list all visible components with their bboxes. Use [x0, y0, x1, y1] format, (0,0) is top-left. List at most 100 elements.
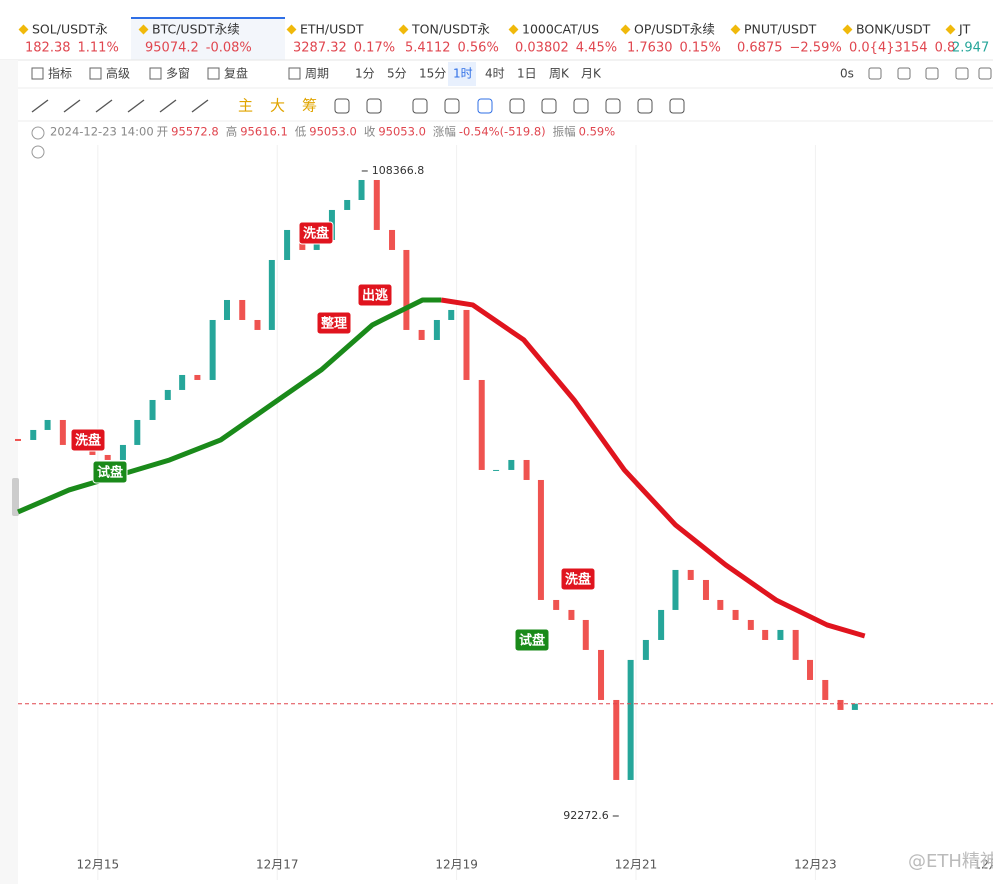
toolbar-icon[interactable]	[978, 67, 992, 80]
toolbar-button[interactable]: 高级	[106, 66, 130, 81]
toolbar-button[interactable]: 指标	[48, 66, 72, 81]
toolbar-icon[interactable]	[925, 67, 939, 80]
draw-tool[interactable]	[605, 98, 621, 114]
tab-change: 1.11%	[78, 41, 119, 56]
annotation-bg	[514, 628, 550, 652]
candle	[179, 374, 186, 390]
x-tick-label: 12月17	[256, 858, 299, 872]
moving-average	[440, 297, 866, 639]
collapse-icon[interactable]	[31, 126, 45, 140]
tab-price: 95074.2	[145, 41, 199, 56]
candle	[717, 599, 724, 610]
period-button[interactable]: 1分	[355, 67, 375, 81]
tab-price: 0.03802	[515, 41, 569, 56]
candle	[568, 609, 575, 620]
tab-symbol[interactable]: 1000CAT/US	[522, 22, 599, 37]
tab-icon[interactable]	[730, 24, 741, 35]
draw-tool[interactable]	[63, 99, 81, 113]
period-button[interactable]: 5分	[387, 67, 407, 81]
tab-symbol[interactable]: OP/USDT永续	[634, 22, 715, 37]
candle	[418, 329, 425, 340]
candle	[478, 379, 485, 470]
draw-chip[interactable]: 大	[270, 97, 285, 115]
draw-tool[interactable]	[573, 98, 589, 114]
draw-tool[interactable]	[444, 98, 460, 114]
draw-tool[interactable]	[509, 98, 525, 114]
tab-price: 1.7630	[627, 41, 673, 56]
annotation-bg	[70, 428, 106, 452]
toolbar-icon[interactable]	[288, 67, 301, 80]
period-button[interactable]: 1时	[453, 67, 473, 81]
tab-price: 182.38	[25, 41, 71, 56]
info-low-label: 低	[295, 125, 307, 139]
annotation: 洗盘	[303, 226, 329, 242]
candle	[523, 459, 530, 480]
tab-symbol[interactable]: BTC/USDT永续	[152, 22, 240, 37]
candle	[433, 319, 440, 340]
tab-change: 0.56%	[458, 41, 499, 56]
toolbar-icon[interactable]	[149, 67, 162, 80]
period-button[interactable]: 月K	[581, 67, 602, 81]
candle	[15, 438, 21, 441]
info-high-label: 高	[226, 125, 238, 139]
x-tick-label: 12月19	[435, 858, 478, 872]
tab-change: 0.17%	[354, 41, 395, 56]
toolbar-icon[interactable]	[955, 67, 969, 80]
candle	[807, 659, 814, 680]
draw-tool[interactable]	[127, 99, 145, 113]
candle	[553, 599, 560, 610]
candle	[837, 699, 844, 710]
candle	[254, 319, 261, 330]
period-button[interactable]: 4时	[485, 67, 505, 81]
draw-tool[interactable]	[669, 98, 685, 114]
toolbar-icon[interactable]	[89, 67, 102, 80]
candle	[209, 319, 216, 380]
draw-tool[interactable]	[191, 99, 209, 113]
tab-symbol[interactable]: PNUT/USDT	[744, 22, 817, 37]
extreme-label: 92272.6	[563, 809, 609, 822]
period-button[interactable]: 1日	[517, 67, 537, 81]
draw-tool[interactable]	[366, 98, 382, 114]
draw-tool[interactable]	[541, 98, 557, 114]
draw-tool[interactable]	[412, 98, 428, 114]
tab-symbol[interactable]: BONK/USDT	[856, 22, 931, 37]
period-button[interactable]: 周K	[549, 67, 570, 81]
draw-chip[interactable]: 主	[238, 97, 253, 115]
period-button[interactable]: 15分	[419, 67, 446, 81]
scroll-handle[interactable]	[12, 478, 19, 516]
toolbar-icon[interactable]	[897, 67, 911, 80]
tab-change: −2.59%	[790, 41, 842, 56]
tab-symbol[interactable]: SOL/USDT永	[32, 22, 108, 37]
draw-chip[interactable]: 筹	[302, 97, 317, 115]
draw-tool[interactable]	[95, 99, 113, 113]
tab-icon[interactable]	[138, 24, 149, 35]
info-datetime: 2024-12-23 14:00	[50, 125, 154, 139]
toolbar-icon[interactable]	[868, 67, 882, 80]
info-open: 95572.8	[171, 125, 219, 139]
tab-symbol[interactable]: TON/USDT永	[411, 22, 490, 37]
candle	[239, 299, 246, 320]
expand-icon[interactable]	[31, 145, 45, 159]
candle	[537, 479, 544, 600]
toolbar-button[interactable]: 复盘	[224, 66, 248, 81]
toolbar-icon[interactable]	[207, 67, 220, 80]
toolbar-button[interactable]: 多窗	[166, 67, 190, 81]
draw-tool[interactable]	[159, 99, 177, 113]
moving-average	[17, 297, 442, 515]
toolbar-icon[interactable]	[31, 67, 44, 80]
draw-tool[interactable]	[31, 99, 49, 113]
tab-icon[interactable]	[842, 24, 853, 35]
tab-icon[interactable]	[945, 24, 956, 35]
draw-tool[interactable]	[334, 98, 350, 114]
tab-symbol[interactable]: ETH/USDT	[300, 22, 364, 37]
candle	[149, 399, 156, 420]
tab-symbol[interactable]: JT	[958, 22, 971, 37]
tab-icon[interactable]	[620, 24, 631, 35]
draw-tool[interactable]	[637, 98, 653, 114]
annotation-bg	[316, 311, 352, 335]
info-high: 95616.1	[240, 125, 288, 139]
draw-tool[interactable]	[477, 98, 493, 114]
candle	[792, 629, 799, 660]
toolbar-button[interactable]: 周期	[305, 67, 329, 81]
